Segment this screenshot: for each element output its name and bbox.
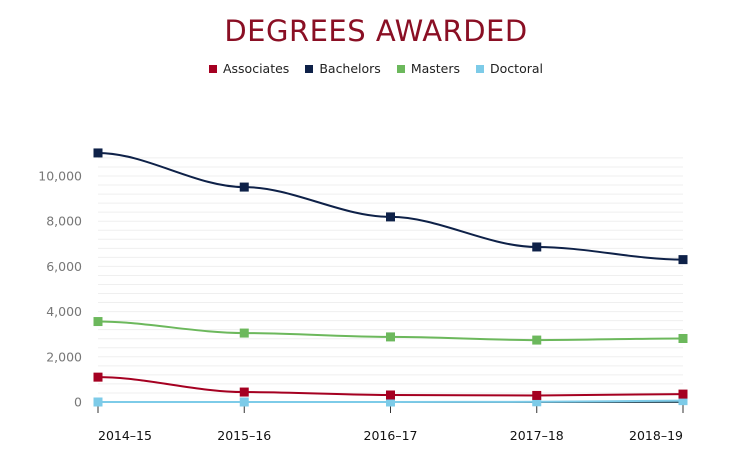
legend-swatch [208, 64, 217, 73]
data-point-bachelors [532, 242, 542, 252]
data-point-masters [678, 333, 688, 343]
chart-title: DEGREES AWARDED [224, 14, 528, 48]
y-tick-label: 8,000 [46, 214, 82, 229]
legend-item-associates[interactable]: Associates [208, 61, 290, 76]
y-tick-label: 4,000 [46, 304, 82, 319]
data-point-masters [93, 317, 103, 327]
x-tick-label: 2016–17 [364, 428, 418, 443]
data-point-doctoral [386, 397, 395, 407]
data-point-doctoral [532, 397, 542, 407]
legend-item-doctoral[interactable]: Doctoral [476, 61, 543, 76]
x-tick-label: 2014–15 [98, 428, 152, 443]
y-tick-label: 10,000 [38, 169, 82, 184]
legend-label: Bachelors [319, 61, 381, 76]
data-point-bachelors [678, 255, 688, 265]
y-tick-label: 0 [74, 395, 82, 410]
legend-item-bachelors[interactable]: Bachelors [305, 61, 381, 76]
data-point-associates [93, 372, 103, 382]
data-point-bachelors [93, 148, 103, 158]
legend-swatch [305, 64, 314, 73]
data-point-masters [532, 335, 542, 345]
series-line-bachelors [97, 151, 684, 261]
x-tick-label: 2015–16 [217, 428, 271, 443]
data-point-associates [532, 390, 542, 400]
legend-label: Associates [222, 61, 290, 76]
data-point-masters [239, 328, 249, 338]
legend-label: Doctoral [490, 61, 543, 76]
x-tick-label: 2018–19 [629, 428, 683, 443]
data-point-bachelors [386, 212, 395, 222]
y-tick-label: 6,000 [46, 259, 82, 274]
data-point-bachelors [239, 182, 249, 192]
legend-label: Masters [410, 61, 461, 76]
legend: Associates Bachelors Masters Doctoral [0, 61, 752, 76]
data-point-associates [239, 387, 249, 397]
legend-item-masters[interactable]: Masters [396, 61, 461, 76]
data-point-associates [678, 389, 688, 399]
data-point-doctoral [239, 397, 249, 407]
data-point-doctoral [678, 396, 688, 406]
legend-swatch [396, 64, 405, 73]
legend-swatch [476, 64, 485, 73]
y-tick-label: 2,000 [46, 349, 82, 364]
data-point-masters [386, 332, 395, 342]
x-tick-label: 2017–18 [510, 428, 564, 443]
data-point-doctoral [93, 397, 103, 407]
data-point-associates [386, 390, 395, 400]
